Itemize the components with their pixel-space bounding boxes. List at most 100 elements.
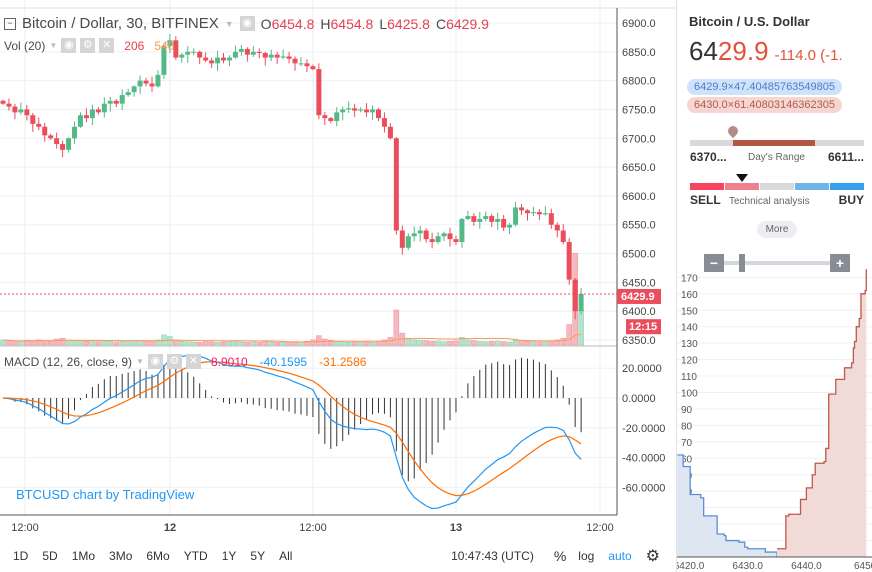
open-value: O6454.8 [260,15,315,32]
ask-pill: 6430.0×61.40803146362305 [687,97,843,113]
range-5y[interactable]: 5Y [250,549,266,563]
candle-body [48,135,54,139]
candle-body [346,108,352,110]
range-3mo[interactable]: 3Mo [109,549,133,563]
candle-body [54,138,60,145]
triangle-down-icon [736,174,748,188]
volume-bar [447,341,453,346]
time-tick-label: 12 [164,522,176,534]
volume-bar [101,340,108,346]
price-chart[interactable]: 6900.0 6850.0 6800.0 6750.0 6700.0 6650.0 6600… [0,0,676,540]
volume-bar [345,342,352,346]
candle-body [417,230,423,234]
eye-icon[interactable]: ◉ [239,16,255,31]
volume-bar [453,340,459,346]
volume-bar [483,341,489,346]
price-tick-label: 6800.0 [622,76,656,88]
gear-icon[interactable]: ⚙ [166,354,182,369]
close-value: C6429.9 [435,15,489,32]
collapse-icon[interactable]: − [4,17,16,30]
price-tick-label: 6750.0 [622,104,656,116]
volume-bar [310,339,316,346]
depth-tick-label: 70 [681,438,693,449]
candle-body [226,57,232,61]
volume-bar [83,341,90,346]
chevron-down-icon[interactable]: ▼ [224,18,234,29]
candle-body [459,218,465,243]
range-1mo[interactable]: 1Mo [71,549,96,563]
volume-bar [119,341,125,346]
depth-chart[interactable]: 1020304050607080901001101201301401501601… [677,245,872,572]
price-tick-label: 6500.0 [622,249,656,261]
more-button[interactable]: More [757,221,797,238]
range-6mo[interactable]: 6Mo [146,549,170,563]
watermark[interactable]: BTCUSD chart by TradingView [16,487,195,502]
range-5d[interactable]: 5D [42,549,58,563]
eye-icon[interactable]: ◉ [61,38,77,53]
volume-bar [322,338,328,346]
close-icon[interactable]: ✕ [185,354,201,369]
volume-bar [560,337,566,346]
candle-body [381,118,387,127]
volume-bar [280,341,286,346]
range-1d[interactable]: 1D [13,549,29,563]
range-1y[interactable]: 1Y [221,549,237,563]
candle-body [310,66,316,70]
percent-toggle[interactable]: % [553,548,567,564]
candle-body [232,51,238,58]
depth-tick-label: 130 [681,339,698,350]
zoom-out-button[interactable] [704,254,724,272]
range-high: 6611... [827,150,864,164]
auto-toggle[interactable]: auto [608,549,632,563]
price-tag-label: 6429.9 [621,291,655,303]
volume-bar [262,341,268,346]
depth-x-tick: 6440.0 [791,561,822,572]
technical-gauge [690,183,864,190]
volume-bar [334,341,340,346]
volume-bar [250,341,257,346]
high-value: H6454.8 [320,15,374,32]
log-toggle[interactable]: log [578,549,595,563]
candle-body [72,126,78,139]
candle-body [423,230,429,240]
price-tick-label: 6650.0 [622,162,656,174]
close-icon[interactable]: ✕ [99,38,115,53]
countdown-label: 12:15 [629,321,657,333]
candle-body [405,236,411,248]
symbol-title[interactable]: Bitcoin / Dollar, 30, BITFINEX [22,15,219,32]
candle-body [465,216,471,219]
candle-body [340,109,346,113]
candle-body [578,293,584,312]
range-ytd[interactable]: YTD [183,549,208,563]
candle-body [30,115,36,124]
candle-body [238,48,244,52]
depth-tick-label: 160 [681,290,698,301]
volume-bar [328,339,334,346]
candle-body [524,210,530,214]
volume-bar [554,339,561,346]
volume-bar [363,341,370,346]
candle-body [185,51,191,55]
candle-body [387,126,393,139]
candle-body [173,40,179,58]
candle-body [513,207,519,225]
volume-bar [232,341,239,346]
eye-icon[interactable]: ◉ [147,354,163,369]
volume-bar [244,342,251,346]
range-all[interactable]: All [279,549,293,563]
volume-bar [274,342,280,346]
macd-legend: MACD (12, 26, close, 9) ▼ ◉ ⚙ ✕ 8.9010 -40.1… [4,354,367,369]
zoom-in-button[interactable] [830,254,850,272]
gear-icon[interactable]: ⚙ [645,548,660,565]
days-range-bar [690,140,864,146]
volume-bar [47,341,54,346]
volume-bar [220,341,227,346]
zoom-slider-handle[interactable] [739,254,745,272]
candle-body [66,138,72,150]
volume-bar [202,341,209,346]
candle-body [221,57,227,61]
candle-body [483,216,489,219]
gear-icon[interactable]: ⚙ [80,38,96,53]
candle-body [107,100,113,104]
candle-body [453,239,459,243]
